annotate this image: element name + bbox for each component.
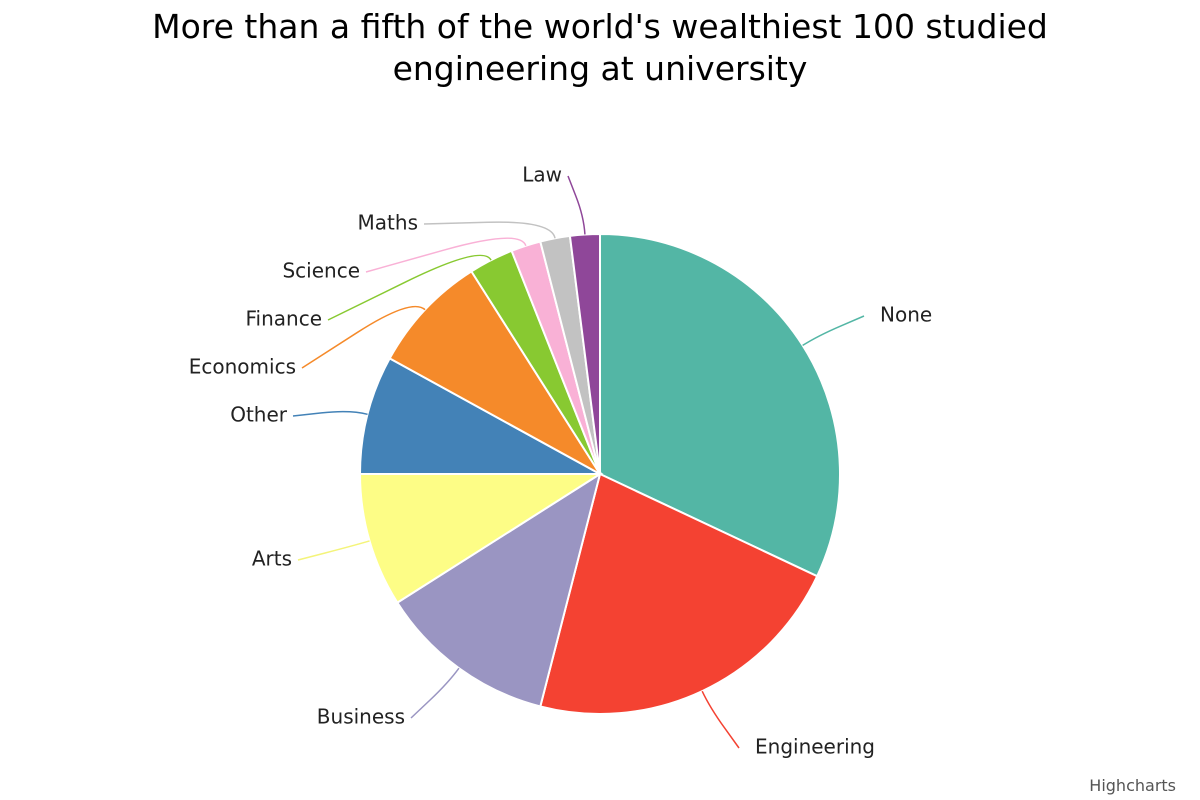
connector	[802, 315, 865, 347]
connector	[297, 540, 370, 561]
connector	[701, 690, 740, 749]
data-label: Economics	[189, 355, 296, 379]
title-line: More than a fifth of the world's wealthi…	[152, 7, 1048, 46]
pie-slice	[395, 471, 602, 708]
data-label: Business	[317, 705, 405, 729]
data-label: Law	[522, 163, 562, 187]
connector	[423, 221, 556, 239]
connector	[410, 667, 460, 719]
data-label: Other	[230, 403, 288, 427]
title-line: engineering at university	[393, 49, 808, 88]
data-label: Arts	[252, 547, 292, 571]
data-label: Engineering	[755, 735, 875, 759]
connector	[301, 305, 426, 369]
connector	[327, 254, 492, 321]
connector	[292, 410, 368, 417]
data-label: None	[880, 303, 932, 327]
chart-title: More than a fifth of the world's wealthi…	[152, 7, 1048, 88]
data-label: Finance	[245, 307, 322, 331]
data-label: Maths	[358, 211, 418, 235]
credits: Highcharts	[1089, 776, 1176, 795]
connector	[365, 237, 527, 273]
pie-slice	[358, 473, 604, 604]
data-label: Science	[282, 259, 360, 283]
connector	[567, 175, 586, 235]
